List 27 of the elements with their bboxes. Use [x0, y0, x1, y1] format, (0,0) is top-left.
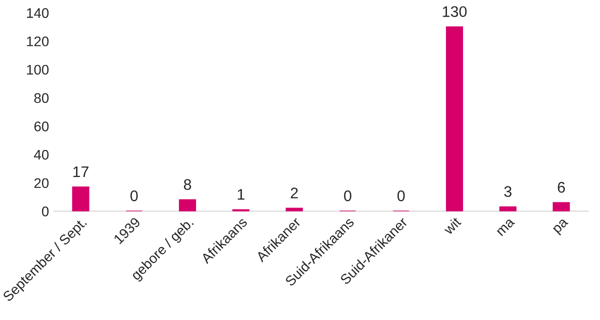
y-tick-label: 0	[42, 206, 49, 216]
data-label: 0	[397, 190, 405, 202]
bar	[552, 202, 570, 212]
bar	[446, 26, 464, 212]
data-label: 6	[558, 182, 565, 193]
data-label: 3	[504, 186, 512, 197]
x-tick-label: pa	[552, 218, 570, 236]
x-tick-label: wit	[442, 216, 462, 236]
data-label: 17	[73, 166, 88, 177]
y-tick-label: 60	[34, 122, 49, 132]
bar	[286, 208, 303, 212]
y-tick-label: 20	[34, 178, 49, 188]
y-tick-label: 120	[27, 36, 49, 46]
bar	[72, 186, 90, 212]
data-label: 1	[238, 189, 244, 200]
y-tick-label: 100	[27, 64, 49, 75]
x-tick-label: ma	[496, 218, 516, 236]
bar	[499, 206, 516, 212]
data-label: 2	[290, 188, 298, 198]
y-tick-label: 140	[27, 8, 49, 18]
y-tick-label: 40	[34, 150, 49, 160]
data-label: 130	[442, 6, 467, 18]
bar	[178, 199, 196, 212]
data-label: 0	[344, 190, 352, 202]
y-tick-label: 80	[34, 93, 49, 103]
data-label: 8	[184, 179, 192, 190]
data-label: 0	[130, 190, 138, 202]
